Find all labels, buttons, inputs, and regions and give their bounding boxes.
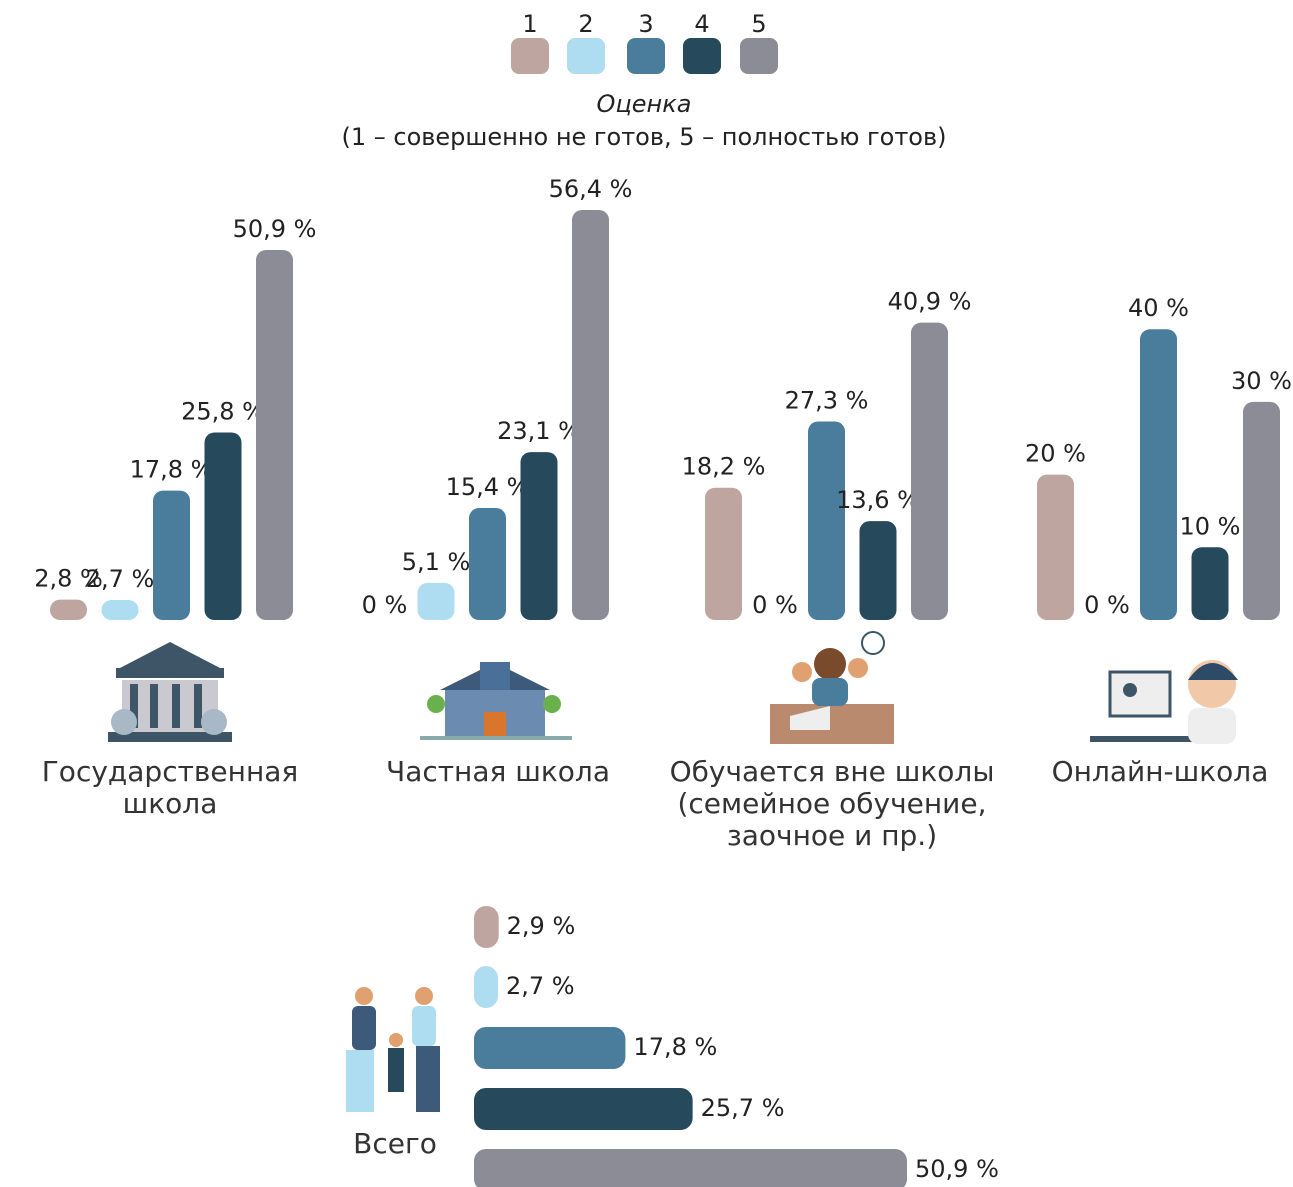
- bar: [474, 966, 498, 1008]
- value-label: 13,6 %: [836, 486, 920, 514]
- value-label: 5,1 %: [402, 548, 471, 576]
- bar: [520, 452, 558, 620]
- bar: [50, 599, 87, 620]
- bar: [705, 487, 742, 620]
- legend-label: 4: [694, 10, 709, 38]
- bar: [204, 432, 242, 620]
- value-label: 23,1 %: [497, 417, 581, 445]
- private-school-icon: [420, 662, 572, 740]
- value-label: 40,9 %: [888, 288, 972, 316]
- legend-label: 5: [751, 10, 766, 38]
- value-label: 15,4 %: [446, 473, 530, 501]
- bar: [1191, 547, 1229, 620]
- value-label: 17,8 %: [130, 456, 214, 484]
- value-label: 10 %: [1180, 512, 1241, 540]
- category-label: Государственная школа: [41, 755, 299, 820]
- bar: [1037, 474, 1074, 620]
- legend-label: 1: [522, 10, 537, 38]
- category-label: Частная школа: [386, 755, 610, 788]
- value-label: 25,7 %: [701, 1094, 785, 1122]
- legend-swatch: [627, 38, 665, 74]
- bar: [474, 1149, 907, 1187]
- value-label: 40 %: [1128, 294, 1189, 322]
- bar: [469, 508, 506, 620]
- bar: [101, 600, 139, 620]
- value-label: 18,2 %: [682, 453, 766, 481]
- value-label: 50,9 %: [915, 1155, 999, 1183]
- bar: [417, 582, 455, 620]
- legend-note: (1 – совершенно не готов, 5 – полностью …: [341, 123, 946, 151]
- value-label: 50,9 %: [233, 215, 317, 243]
- value-label: 2,8 %: [34, 565, 103, 593]
- value-label: 2,9 %: [507, 912, 576, 940]
- legend-swatch: [683, 38, 721, 74]
- online-school-icon: [1090, 660, 1238, 744]
- value-label: 25,8 %: [181, 397, 265, 425]
- bar: [1140, 329, 1177, 620]
- value-label: 0 %: [752, 591, 798, 619]
- category-label: Обучается вне школы (семейное обучение, …: [669, 755, 995, 852]
- bar: [474, 906, 499, 948]
- homeschool-icon: [770, 631, 894, 744]
- legend-label: 2: [578, 10, 593, 38]
- bar: [474, 1027, 626, 1069]
- legend-label: 3: [638, 10, 653, 38]
- bar: [859, 521, 897, 620]
- bar: [474, 1088, 693, 1130]
- value-label: 0 %: [362, 591, 408, 619]
- category-label: Онлайн-школа: [1051, 755, 1269, 788]
- value-label: 0 %: [1084, 591, 1130, 619]
- bar: [572, 210, 609, 620]
- bar: [153, 490, 190, 620]
- bar: [808, 421, 845, 620]
- bar: [1243, 401, 1280, 620]
- value-label: 56,4 %: [549, 175, 633, 203]
- value-label: 20 %: [1025, 440, 1086, 468]
- value-label: 30 %: [1231, 367, 1292, 395]
- bar: [911, 322, 948, 620]
- family-icon: [346, 987, 440, 1112]
- total-label: Всего: [353, 1127, 437, 1160]
- value-label: 2,7 %: [86, 565, 155, 593]
- legend-title: Оценка: [597, 90, 692, 118]
- value-label: 2,7 %: [506, 972, 575, 1000]
- bar: [256, 249, 293, 620]
- value-label: 17,8 %: [633, 1033, 717, 1061]
- state-school-icon: [108, 642, 232, 742]
- legend-swatch: [511, 38, 549, 74]
- value-label: 27,3 %: [785, 387, 869, 415]
- legend-swatch: [740, 38, 778, 74]
- legend-swatch: [567, 38, 605, 74]
